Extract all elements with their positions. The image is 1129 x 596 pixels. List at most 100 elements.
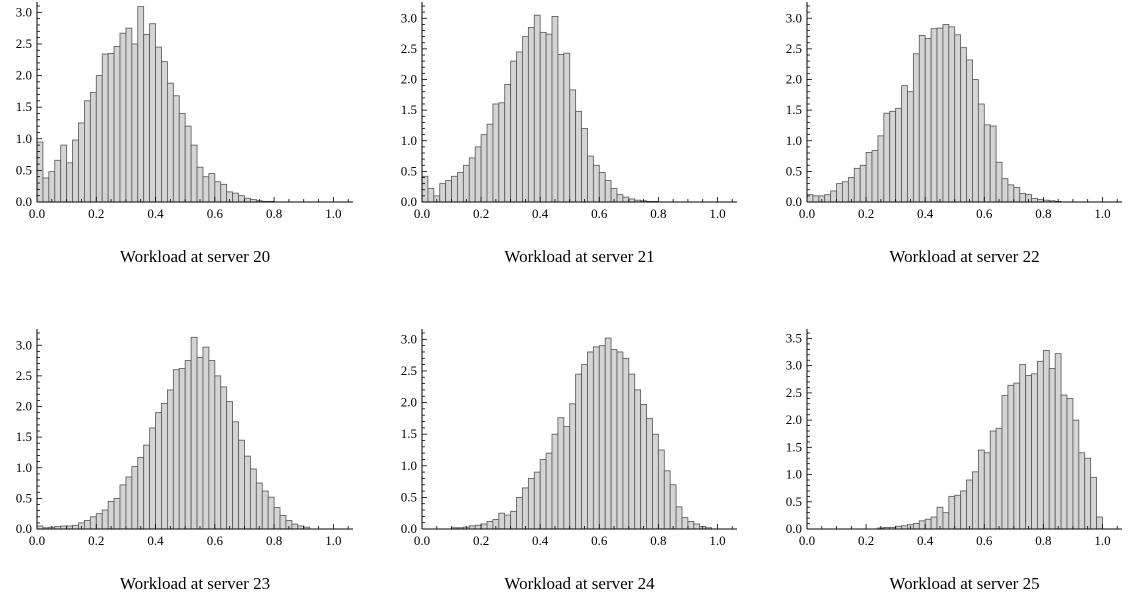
x-tick-label: 1.0 (1094, 533, 1110, 548)
x-axis-label: Workload at server 24 (504, 574, 655, 593)
histogram-bar (592, 346, 600, 530)
x-tick-label: 0.4 (147, 533, 164, 548)
histogram-bar (551, 16, 559, 203)
histogram-bar (113, 46, 121, 203)
histogram-bar (1042, 350, 1050, 530)
x-tick-label: 0.8 (1035, 206, 1051, 221)
x-tick-label: 0.4 (917, 206, 934, 221)
histogram-bar (178, 113, 186, 203)
histogram-bar (190, 144, 198, 203)
histogram-bar (125, 27, 133, 203)
histogram-bar (208, 360, 216, 530)
histogram-bar (48, 171, 56, 203)
x-tick-label: 0.6 (207, 533, 224, 548)
histogram-bar (681, 517, 689, 530)
histogram-bar (989, 125, 997, 203)
histogram-bar (930, 516, 938, 530)
y-tick-label: 2.5 (786, 385, 802, 400)
histogram-bar (445, 180, 452, 203)
histogram-bar (646, 417, 653, 530)
histogram-bar (184, 125, 192, 203)
histogram-bar (545, 452, 553, 530)
x-tick-label: 0.2 (858, 206, 874, 221)
x-tick-label: 0.0 (799, 533, 815, 548)
y-tick-label: 0.5 (786, 494, 802, 509)
histogram-bar (510, 60, 517, 203)
histogram-bar (847, 177, 855, 203)
histogram-bar (131, 466, 139, 530)
histogram-bar (1007, 384, 1015, 530)
histogram-bar (1048, 367, 1056, 530)
histogram-bar (249, 468, 257, 530)
histogram-bar (196, 357, 204, 530)
histogram-bar (261, 490, 269, 530)
histogram-bar (42, 177, 50, 203)
histogram-bar (966, 59, 973, 203)
histogram-bar (954, 494, 962, 530)
y-tick-label: 0.5 (16, 162, 32, 177)
histogram-bar (498, 512, 506, 530)
histogram-bar (492, 103, 500, 203)
x-tick-label: 0.8 (1035, 533, 1051, 548)
histogram-bar (598, 345, 606, 530)
y-tick-label: 1.5 (16, 99, 32, 114)
x-tick-label: 0.0 (799, 206, 815, 221)
histogram-bar (693, 523, 701, 530)
histogram-bar (895, 107, 902, 203)
histogram-bar (972, 471, 979, 530)
histogram-bar (474, 146, 482, 203)
y-tick-label: 0.5 (16, 490, 32, 505)
y-tick-label: 2.0 (401, 395, 417, 410)
histogram-bar (462, 164, 470, 203)
histogram-panel-3: 0.0 0.2 0.4 0.6 0.8 1.0 0.0 0.5 1.0 1.5 2.0 2.5 3.0 W… (16, 329, 353, 593)
y-tick-label: 0.0 (401, 194, 417, 209)
histogram-bar (575, 373, 582, 530)
histogram-bar (84, 100, 91, 203)
histogram-bar (1072, 419, 1080, 530)
histogram-bar (1060, 394, 1068, 530)
histogram-bar (101, 53, 109, 203)
histogram-bar (995, 427, 1003, 530)
histogram-panel-1: 0.0 0.2 0.4 0.6 0.8 1.0 0.0 0.5 1.0 1.5 2.0 2.5 3.0 W… (401, 2, 737, 266)
histogram-bar (119, 32, 127, 203)
histogram-bar (480, 523, 488, 530)
histogram-bar (1013, 186, 1021, 203)
histogram-bar (143, 34, 151, 203)
x-tick-label: 0.4 (532, 206, 549, 221)
x-tick-label: 0.6 (976, 533, 993, 548)
y-tick-label: 1.5 (786, 102, 802, 117)
histogram-bar (166, 82, 174, 203)
x-tick-label: 0.6 (976, 206, 993, 221)
x-axis-label: Workload at server 20 (120, 247, 270, 266)
histogram-bar (208, 173, 216, 203)
y-tick-label: 1.5 (401, 102, 417, 117)
histogram-bar (244, 197, 251, 203)
histogram-bar (457, 172, 464, 203)
histogram-bar (675, 506, 683, 530)
histogram-panel-4: 0.0 0.2 0.4 0.6 0.8 1.0 0.0 0.5 1.0 1.5 2.0 2.5 3.0 W… (401, 329, 737, 593)
histogram-bar (421, 175, 429, 203)
histogram-bar (244, 455, 251, 530)
histogram-bar (516, 51, 523, 203)
histogram-bar (616, 194, 624, 203)
histogram-bar (196, 166, 204, 203)
histogram-bar (954, 34, 962, 203)
histogram-bar (569, 403, 577, 530)
histogram-bar (1013, 382, 1021, 530)
histogram-bar (95, 75, 103, 203)
histogram-bar (948, 26, 956, 203)
histogram-bar (587, 351, 594, 530)
histogram-bar (155, 46, 162, 203)
histogram-bar (84, 520, 91, 530)
histogram-bar (54, 159, 62, 203)
histogram-bar (439, 183, 447, 203)
histogram-bar (587, 155, 594, 203)
histogram-bar (930, 28, 938, 203)
histogram-bar (563, 426, 571, 530)
x-tick-label: 0.0 (29, 206, 45, 221)
x-axis-label: Workload at server 23 (120, 574, 270, 593)
histogram-bar (622, 196, 630, 203)
x-tick-label: 0.0 (414, 206, 430, 221)
histogram-bar (131, 43, 139, 203)
histogram-bar (1007, 184, 1015, 203)
